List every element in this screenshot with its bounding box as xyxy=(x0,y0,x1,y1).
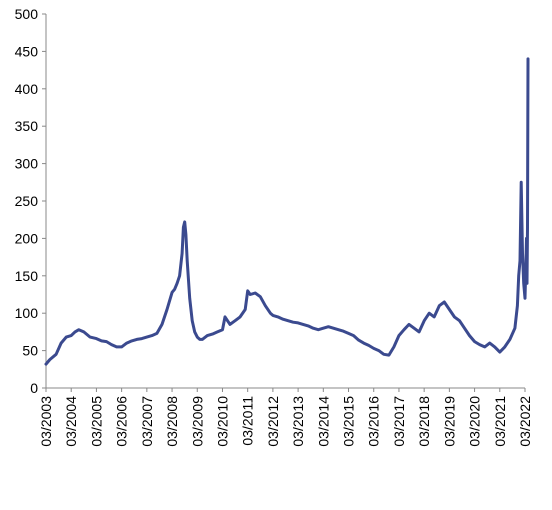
x-tick-label: 03/2004 xyxy=(63,396,79,447)
y-tick-label: 50 xyxy=(22,343,38,359)
y-tick-label: 350 xyxy=(15,118,39,134)
x-tick-label: 03/2016 xyxy=(366,396,382,447)
x-tick-label: 03/2010 xyxy=(214,396,230,447)
y-tick-label: 250 xyxy=(15,193,39,209)
y-tick-label: 450 xyxy=(15,43,39,59)
x-tick-label: 03/2019 xyxy=(441,396,457,447)
x-tick-label: 03/2009 xyxy=(189,396,205,447)
x-tick-label: 03/2022 xyxy=(517,396,533,447)
y-tick-label: 500 xyxy=(15,6,39,22)
x-tick-label: 03/2006 xyxy=(114,396,130,447)
x-tick-label: 03/2008 xyxy=(164,396,180,447)
x-tick-label: 03/2005 xyxy=(88,396,104,447)
y-tick-label: 150 xyxy=(15,268,39,284)
x-tick-label: 03/2020 xyxy=(467,396,483,447)
x-tick-label: 03/2011 xyxy=(240,396,256,446)
y-tick-label: 100 xyxy=(15,305,39,321)
series-line xyxy=(44,57,530,366)
y-tick-label: 300 xyxy=(15,156,39,172)
y-tick-label: 400 xyxy=(15,81,39,97)
y-tick-label: 0 xyxy=(30,380,38,396)
y-tick-label: 200 xyxy=(15,230,39,246)
x-tick-label: 03/2003 xyxy=(38,396,54,447)
x-tick-label: 03/2013 xyxy=(290,396,306,447)
x-tick-label: 03/2021 xyxy=(492,396,508,447)
x-tick-label: 03/2015 xyxy=(341,396,357,447)
x-tick-label: 03/2017 xyxy=(391,396,407,447)
x-tick-label: 03/2018 xyxy=(416,396,432,447)
x-tick-label: 03/2014 xyxy=(315,396,331,447)
x-tick-label: 03/2012 xyxy=(265,396,281,447)
x-tick-label: 03/2007 xyxy=(139,396,155,447)
